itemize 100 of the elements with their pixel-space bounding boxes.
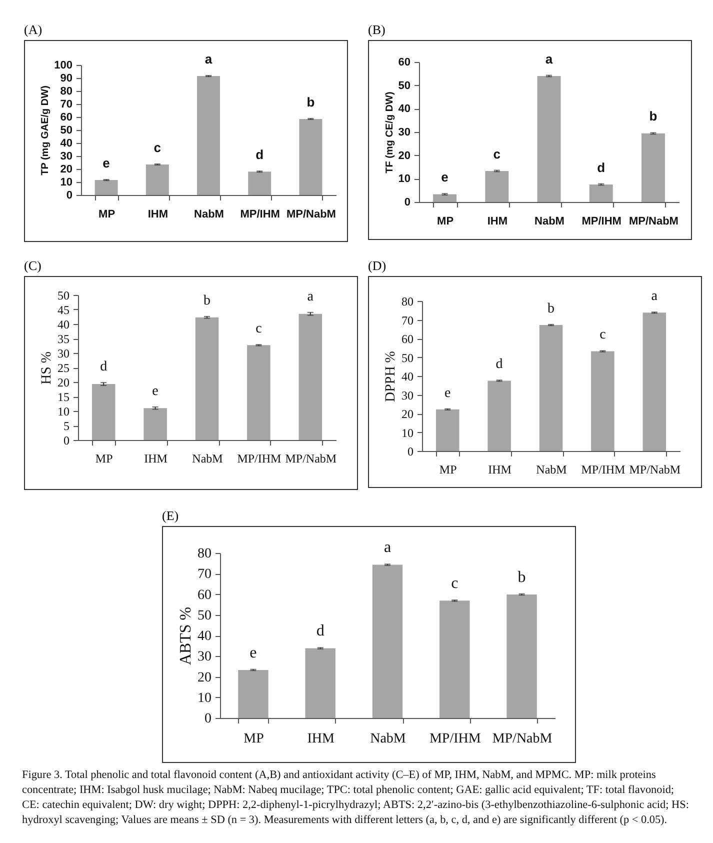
x-tick-label: NabM xyxy=(534,216,564,228)
y-axis-title: TP (mg GAE/g DW) xyxy=(40,86,52,176)
y-tick-label: 50 xyxy=(198,608,212,624)
y-tick-label: 70 xyxy=(60,98,72,110)
annotation: d xyxy=(100,360,108,375)
y-tick-label: 80 xyxy=(198,546,212,562)
bar xyxy=(248,172,272,195)
annotation: b xyxy=(548,301,554,316)
y-tick-label: 10 xyxy=(398,173,410,186)
y-tick-label: 60 xyxy=(398,56,410,68)
x-tick-label: NabM xyxy=(536,462,568,476)
y-tick-label: 0 xyxy=(408,444,414,458)
x-tick-label: MP/NabM xyxy=(628,216,678,228)
y-tick-label: 20 xyxy=(398,150,410,162)
y-tick-label: 50 xyxy=(398,80,410,92)
y-tick-label: 0 xyxy=(64,434,70,448)
annotation: d xyxy=(256,147,264,162)
bar xyxy=(146,164,169,195)
x-tick-label: MP/IHM xyxy=(429,732,482,746)
bar xyxy=(436,409,460,451)
bar xyxy=(433,194,457,202)
y-tick-label: 10 xyxy=(58,404,70,418)
chart-title: (D) xyxy=(368,258,388,275)
chart-title: (E) xyxy=(162,508,180,525)
x-tick-label: MP/NabM xyxy=(286,208,336,220)
annotation: d xyxy=(597,160,606,175)
bar xyxy=(506,594,537,718)
annotation: a xyxy=(384,539,392,556)
y-tick-label: 10 xyxy=(198,690,212,706)
annotation: c xyxy=(256,322,262,337)
annotation: e xyxy=(441,170,448,185)
y-tick-label: 60 xyxy=(198,588,212,603)
y-tick-label: 70 xyxy=(402,313,414,328)
y-tick-label: 10 xyxy=(60,176,72,188)
bar xyxy=(372,564,403,718)
bar xyxy=(589,184,613,202)
bar xyxy=(440,600,470,718)
annotation: d xyxy=(496,357,503,372)
y-tick-label: 45 xyxy=(58,303,70,317)
x-tick-label: MP/NabM xyxy=(629,462,681,476)
y-tick-label: 60 xyxy=(60,112,72,124)
y-tick-label: 20 xyxy=(58,376,70,390)
bar xyxy=(238,670,268,718)
bar xyxy=(591,351,614,451)
annotation: a xyxy=(545,51,554,66)
annotation: c xyxy=(154,140,162,155)
annotation: e xyxy=(444,386,451,401)
annotation: e xyxy=(102,156,110,171)
chart-title: (B) xyxy=(368,22,386,39)
x-tick-label: MP/NabM xyxy=(285,452,337,466)
annotation: d xyxy=(316,622,324,640)
bar xyxy=(197,76,220,195)
y-tick-label: 50 xyxy=(58,288,70,302)
y-tick-label: 80 xyxy=(60,86,72,98)
x-tick-label: IHM xyxy=(487,216,508,228)
annotation: a xyxy=(651,289,658,304)
y-tick-label: 20 xyxy=(198,670,212,686)
y-tick-label: 30 xyxy=(402,388,414,402)
y-tick-label: 20 xyxy=(60,164,72,176)
annotation: a xyxy=(204,52,213,67)
x-tick-label: IHM xyxy=(488,462,512,476)
bar xyxy=(537,76,561,202)
y-tick-label: 5 xyxy=(64,419,70,433)
bar xyxy=(144,408,167,440)
x-tick-label: IHM xyxy=(144,452,168,466)
y-tick-label: 70 xyxy=(198,567,212,582)
y-tick-label: 25 xyxy=(58,361,70,375)
x-tick-label: MP xyxy=(95,452,114,466)
x-tick-label: MP/IHM xyxy=(581,462,626,476)
y-axis-title: HS % xyxy=(40,351,54,385)
y-tick-label: 30 xyxy=(58,346,70,360)
bar xyxy=(641,133,665,202)
y-tick-label: 10 xyxy=(402,426,414,440)
bar xyxy=(92,384,116,440)
annotation: a xyxy=(307,289,314,304)
y-axis-title: ABTS % xyxy=(178,606,194,666)
bar xyxy=(94,180,118,195)
annotation: b xyxy=(649,108,658,124)
bar xyxy=(299,118,322,195)
y-tick-label: 0 xyxy=(66,190,72,202)
bar xyxy=(488,380,511,451)
bar xyxy=(195,317,219,440)
chart-title: (C) xyxy=(24,258,42,275)
bar xyxy=(539,325,563,451)
y-tick-label: 30 xyxy=(398,126,410,138)
y-tick-label: 0 xyxy=(204,712,212,726)
x-tick-label: MP/IHM xyxy=(237,452,282,466)
x-tick-label: MP xyxy=(244,732,264,746)
y-tick-label: 40 xyxy=(58,318,70,332)
x-tick-label: NabM xyxy=(192,452,224,466)
x-tick-label: MP/IHM xyxy=(240,208,280,220)
annotation: b xyxy=(306,94,315,110)
y-axis-title: TF (mg CE/g DW) xyxy=(384,92,396,174)
y-tick-label: 90 xyxy=(60,72,72,84)
annotation: e xyxy=(250,644,257,662)
x-tick-label: MP xyxy=(437,216,454,228)
y-tick-label: 40 xyxy=(198,629,212,644)
y-tick-label: 40 xyxy=(398,103,410,116)
y-tick-label: 15 xyxy=(58,390,70,404)
y-tick-label: 30 xyxy=(60,150,72,162)
